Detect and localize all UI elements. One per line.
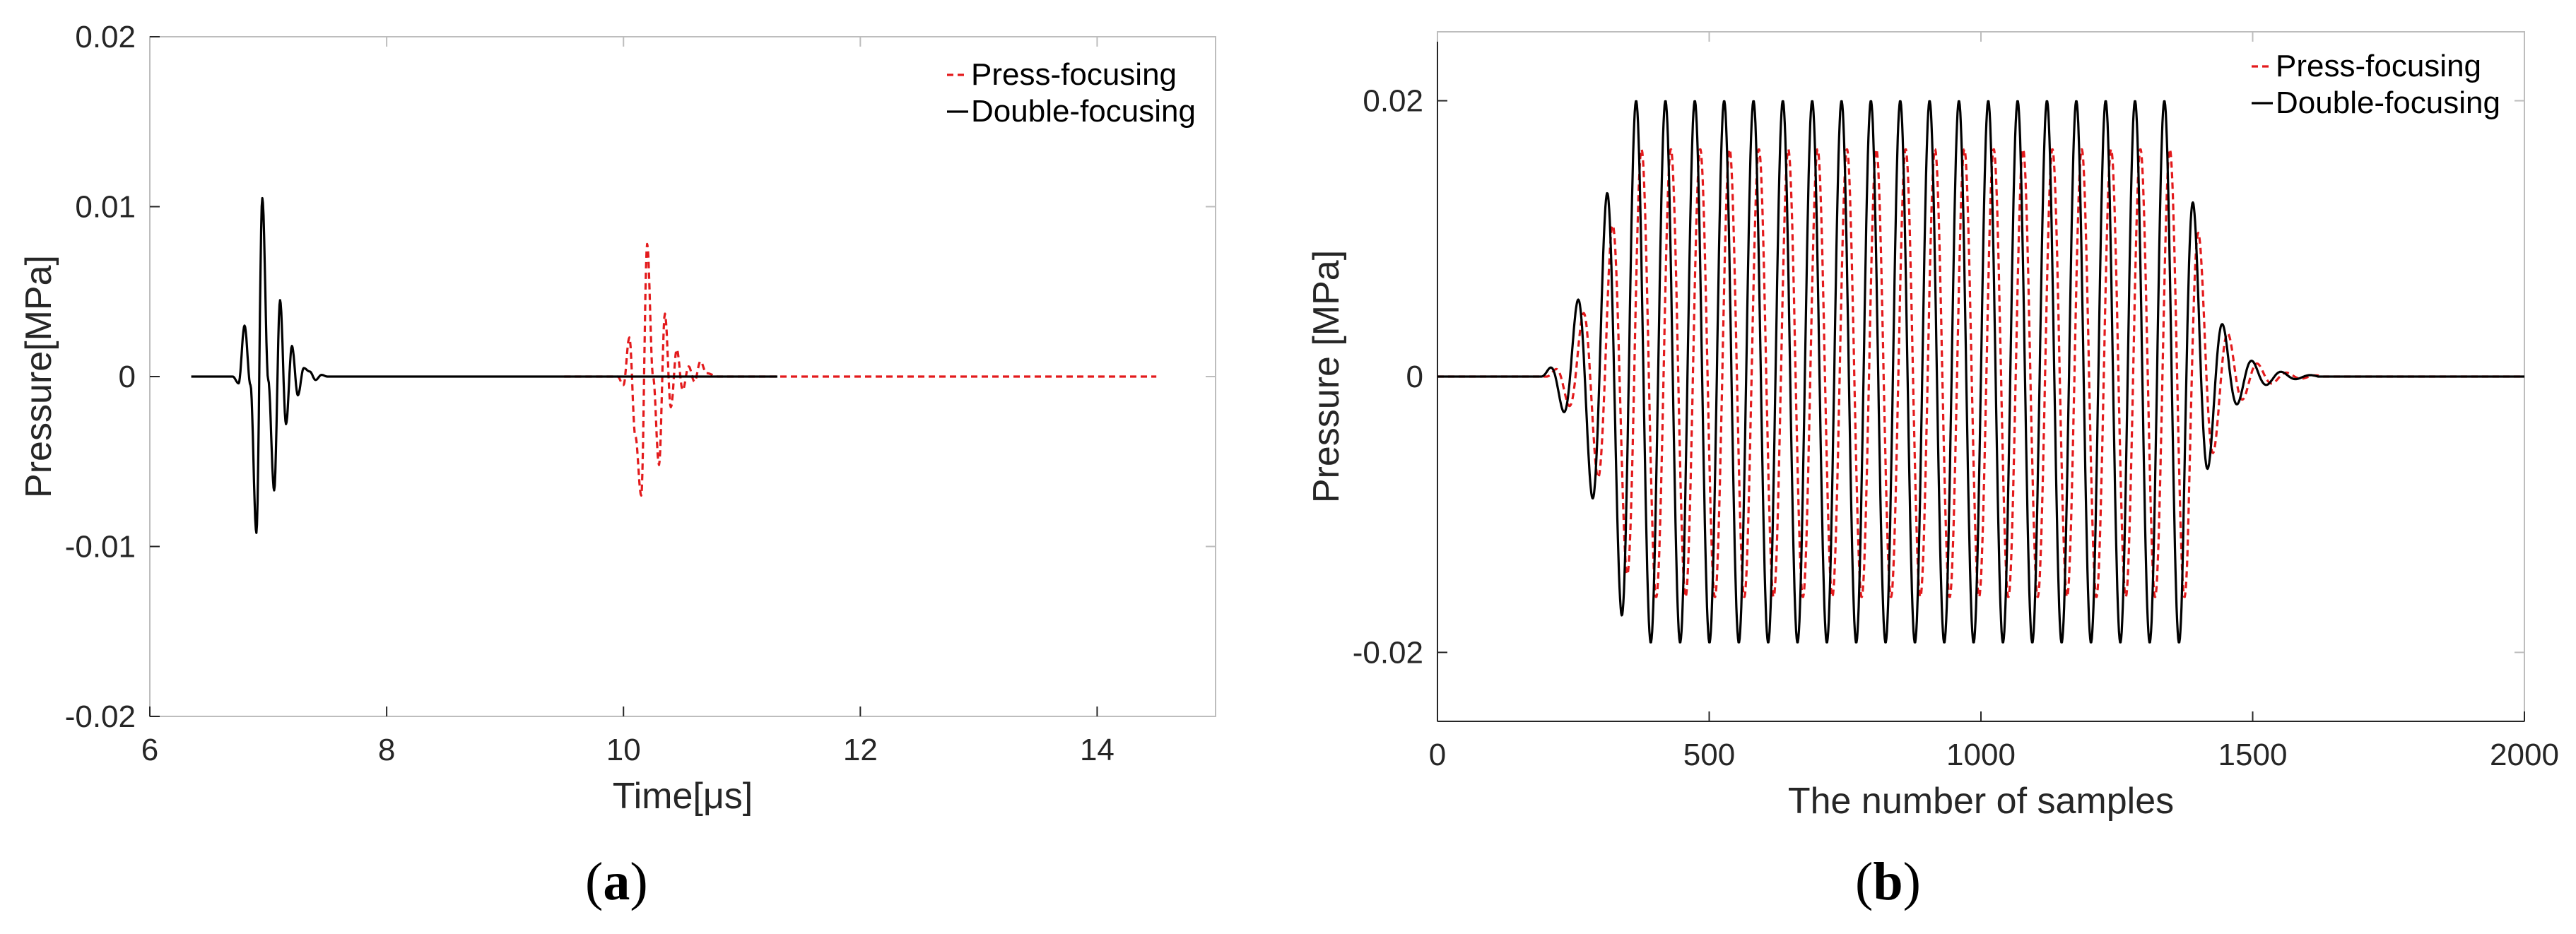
y-tick-label: 0.02: [75, 20, 136, 54]
x-tick-label: 1500: [2218, 738, 2288, 772]
series-line-double-focusing: [1437, 100, 2524, 644]
x-tick-label: 500: [1683, 738, 1735, 772]
legend-label: Double-focusing: [2276, 85, 2500, 120]
legend-label: Press-focusing: [2276, 49, 2481, 83]
x-axis-title: The number of samples: [1788, 781, 2174, 822]
x-tick-label: 8: [378, 733, 395, 767]
panel-a: 6 8 10 12 14 -0.02 -0.01 0 0.01 0.02 Time[μs] Press…: [18, 20, 1216, 817]
panel-b: 0 500 1000 1500 2000 -0.02 0 0.02 The number of …: [1306, 31, 2559, 822]
y-axis-title: Pressure [MPa]: [1306, 250, 1347, 503]
caption-a: (a): [585, 852, 648, 911]
x-tick-label: 6: [141, 733, 158, 767]
x-tick-label: 10: [606, 733, 641, 767]
series-line-press-focusing: [563, 242, 1157, 497]
y-tick-label: -0.01: [65, 530, 136, 564]
y-axis-title: Pressure[MPa]: [18, 255, 59, 498]
caption-b-letter: b: [1873, 852, 1903, 911]
x-tick-label: 12: [843, 733, 878, 767]
y-tick-label: 0.02: [1363, 84, 1423, 119]
legend-label: Press-focusing: [971, 57, 1177, 92]
x-tick-label: 14: [1080, 733, 1114, 767]
y-tick-label: -0.02: [65, 699, 136, 734]
x-tick-label: 2000: [2490, 738, 2559, 772]
x-axis-title: Time[μs]: [613, 776, 753, 817]
y-tick-label: 0: [1406, 360, 1423, 394]
x-tick-label: 1000: [1946, 738, 2016, 772]
series-line-double-focusing: [190, 196, 778, 534]
y-tick-label: 0: [119, 360, 136, 394]
caption-b: (b): [1855, 852, 1921, 911]
caption-a-letter: a: [603, 852, 630, 911]
legend-label: Double-focusing: [971, 94, 1196, 129]
y-tick-label: 0.01: [75, 190, 136, 225]
x-tick-label: 0: [1429, 738, 1446, 772]
y-tick-label: -0.02: [1353, 635, 1423, 670]
